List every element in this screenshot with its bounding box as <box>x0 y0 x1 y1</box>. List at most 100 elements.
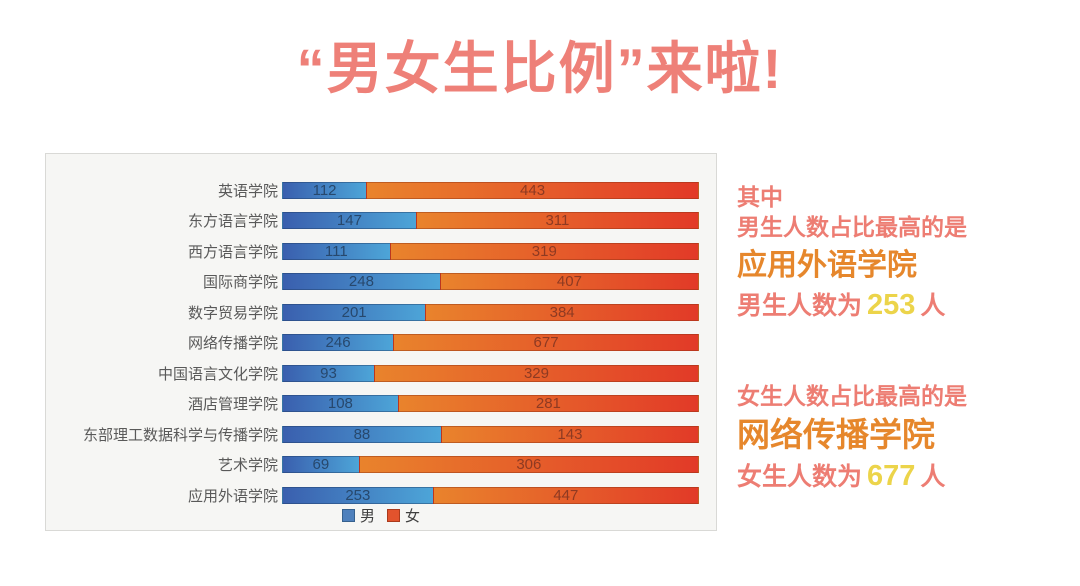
chart-panel: 英语学院 112 443 东方语言学院 147 311 西方语言学院 111 319 国际商学院 2… <box>45 153 717 531</box>
female-bar-segment: 311 <box>415 212 699 230</box>
male-bar-segment: 93 <box>282 364 374 382</box>
female-count-prefix: 女生人数为 <box>737 463 863 491</box>
bar-row: 东部理工数据科学与传播学院 88 143 <box>54 419 699 450</box>
female-value-label: 443 <box>520 181 546 199</box>
category-label: 酒店管理学院 <box>187 397 278 414</box>
stacked-bar: 112 443 <box>282 181 699 199</box>
male-value-label: 248 <box>348 273 374 291</box>
annotation-panel: 其中 男生人数占比最高的是 应用外语学院 男生人数为 253 人 女生人数占比最高的… <box>737 182 1072 494</box>
male-bar-segment: 201 <box>282 303 426 321</box>
stacked-bar: 88 143 <box>282 425 699 443</box>
female-bar-segment: 447 <box>432 486 699 504</box>
category-label: 英语学院 <box>217 183 278 200</box>
male-bar-segment: 111 <box>282 242 390 260</box>
female-bar-segment: 143 <box>440 425 699 443</box>
category-label: 应用外语学院 <box>187 488 278 505</box>
female-value-label: 447 <box>553 486 579 504</box>
category-label: 中国语言文化学院 <box>157 366 278 383</box>
stacked-bar: 201 384 <box>282 303 699 321</box>
category-label: 网络传播学院 <box>187 336 278 353</box>
category-label: 国际商学院 <box>202 275 278 292</box>
bar-row: 国际商学院 248 407 <box>54 267 699 298</box>
bar-row: 酒店管理学院 108 281 <box>54 389 699 420</box>
female-count-suffix: 人 <box>920 463 946 491</box>
male-bar-segment: 88 <box>282 425 441 443</box>
male-value-label: 108 <box>327 395 353 413</box>
male-bar-segment: 112 <box>282 181 367 199</box>
stacked-bar: 69 306 <box>282 456 699 474</box>
female-count-value: 677 <box>867 460 916 492</box>
male-bar-segment: 248 <box>282 273 440 291</box>
female-value-label: 281 <box>535 395 561 413</box>
bar-row: 艺术学院 69 306 <box>54 450 699 481</box>
male-value-label: 246 <box>325 334 351 352</box>
category-label: 西方语言学院 <box>187 244 278 261</box>
female-college-name: 网络传播学院 <box>737 416 935 453</box>
female-bar-segment: 329 <box>373 364 699 382</box>
male-value-label: 69 <box>312 456 330 474</box>
male-highest-text: 男生人数占比最高的是 <box>737 214 967 240</box>
female-value-label: 384 <box>549 303 575 321</box>
male-bar-segment: 108 <box>282 395 398 413</box>
female-value-label: 319 <box>531 242 557 260</box>
bar-row: 网络传播学院 246 677 <box>54 328 699 359</box>
stacked-bar: 248 407 <box>282 273 699 291</box>
female-value-label: 407 <box>556 273 582 291</box>
female-bar-segment: 443 <box>366 181 699 199</box>
bar-chart: 英语学院 112 443 东方语言学院 147 311 西方语言学院 111 319 国际商学院 2… <box>54 175 699 511</box>
female-highest-text: 女生人数占比最高的是 <box>737 383 967 409</box>
male-count-suffix: 人 <box>920 292 946 320</box>
female-bar-segment: 281 <box>397 395 699 413</box>
bar-row: 中国语言文化学院 93 329 <box>54 358 699 389</box>
stacked-bar: 147 311 <box>282 212 699 230</box>
female-value-label: 311 <box>545 212 570 230</box>
male-count-line: 男生人数为 253 人 <box>737 288 1072 323</box>
male-value-label: 88 <box>353 425 371 443</box>
stacked-bar: 111 319 <box>282 242 699 260</box>
annotation-spacer <box>737 323 1072 381</box>
female-legend-label: 女 <box>405 509 421 525</box>
male-legend-label: 男 <box>359 509 375 525</box>
male-value-label: 201 <box>341 303 367 321</box>
male-value-label: 253 <box>345 486 371 504</box>
female-value-label: 143 <box>557 425 583 443</box>
male-bar-segment: 253 <box>282 486 433 504</box>
bar-row: 英语学院 112 443 <box>54 175 699 206</box>
male-value-label: 112 <box>312 181 337 199</box>
category-label: 数字贸易学院 <box>187 305 278 322</box>
female-value-label: 329 <box>523 364 549 382</box>
category-label: 艺术学院 <box>217 458 278 475</box>
stacked-bar: 253 447 <box>282 486 699 504</box>
male-value-label: 147 <box>336 212 362 230</box>
male-value-label: 111 <box>324 242 348 260</box>
category-label: 东方语言学院 <box>187 214 278 231</box>
male-college-name: 应用外语学院 <box>737 249 917 282</box>
male-count-prefix: 男生人数为 <box>737 292 863 320</box>
male-bar-segment: 147 <box>282 212 416 230</box>
bar-row: 西方语言学院 111 319 <box>54 236 699 267</box>
female-bar-segment: 407 <box>439 273 699 291</box>
category-label: 东部理工数据科学与传播学院 <box>82 427 278 444</box>
stacked-bar: 108 281 <box>282 395 699 413</box>
female-bar-segment: 384 <box>425 303 699 321</box>
female-value-label: 677 <box>533 334 559 352</box>
page-title: “男女生比例”来啦! <box>296 37 784 100</box>
bar-row: 应用外语学院 253 447 <box>54 480 699 511</box>
female-value-label: 306 <box>516 456 542 474</box>
male-legend-swatch <box>341 509 355 522</box>
stacked-bar: 246 677 <box>282 334 699 352</box>
male-value-label: 93 <box>320 364 337 382</box>
legend-item-male: 男 <box>341 505 375 526</box>
male-bar-segment: 69 <box>282 456 359 474</box>
male-bar-segment: 246 <box>282 334 394 352</box>
chart-legend: 男 女 <box>46 505 716 526</box>
legend-item-female: 女 <box>387 505 420 526</box>
bar-row: 数字贸易学院 201 384 <box>54 297 699 328</box>
female-bar-segment: 319 <box>389 242 699 260</box>
male-count-value: 253 <box>867 289 916 321</box>
bar-row: 东方语言学院 147 311 <box>54 206 699 237</box>
intro-text: 其中 <box>737 184 783 210</box>
female-bar-segment: 306 <box>358 456 699 474</box>
female-legend-swatch <box>387 509 400 522</box>
female-bar-segment: 677 <box>393 334 699 352</box>
